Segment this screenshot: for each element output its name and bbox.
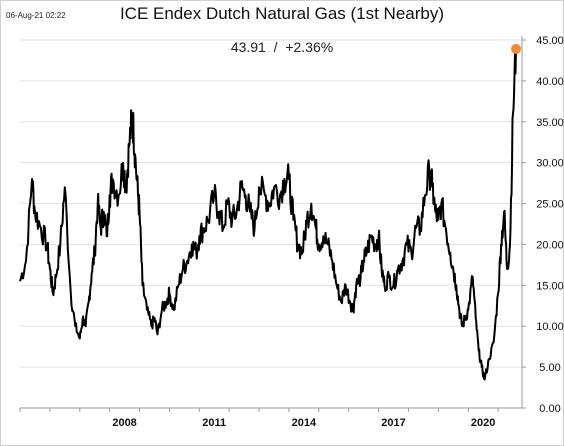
y-tick-label: 30.00 xyxy=(536,158,564,170)
y-tick-label: 0.00 xyxy=(539,403,560,415)
price-quote: 43.91 / +2.36% xyxy=(0,39,564,55)
x-tick-label: 2011 xyxy=(202,417,226,429)
y-tick-label: 20.00 xyxy=(536,239,564,251)
axes xyxy=(20,36,523,409)
y-tick-label: 40.00 xyxy=(536,76,564,88)
y-tick-label: 45.00 xyxy=(536,35,564,47)
y-tick-label: 15.00 xyxy=(536,280,564,292)
x-tick-label: 2020 xyxy=(471,417,495,429)
price-series-line xyxy=(19,48,517,381)
percent-change: +2.36% xyxy=(285,39,334,55)
timestamp: 06-Aug-21 02:22 xyxy=(6,11,66,20)
y-tick-label: 35.00 xyxy=(536,117,564,129)
y-axis-ticks: 0.00 5.00 10.00 15.00 20.00 25.00 30.00 35.00 40… xyxy=(522,35,564,415)
y-tick-label: 5.00 xyxy=(539,362,560,374)
x-tick-label: 2014 xyxy=(292,417,317,429)
x-axis-ticks: 2008 2011 2014 2017 2020 xyxy=(19,408,499,429)
x-tick-label: 2017 xyxy=(381,417,405,429)
chart-title: ICE Endex Dutch Natural Gas (1st Nearby) xyxy=(119,4,445,23)
series-layer xyxy=(19,43,522,381)
gridlines xyxy=(20,39,522,368)
y-tick-label: 25.00 xyxy=(536,199,564,211)
x-tick-label: 2008 xyxy=(112,417,136,429)
quote-separator: / xyxy=(273,39,278,55)
last-price: 43.91 xyxy=(230,39,266,55)
y-tick-label: 10.00 xyxy=(536,321,564,333)
last-value-marker xyxy=(511,43,522,54)
